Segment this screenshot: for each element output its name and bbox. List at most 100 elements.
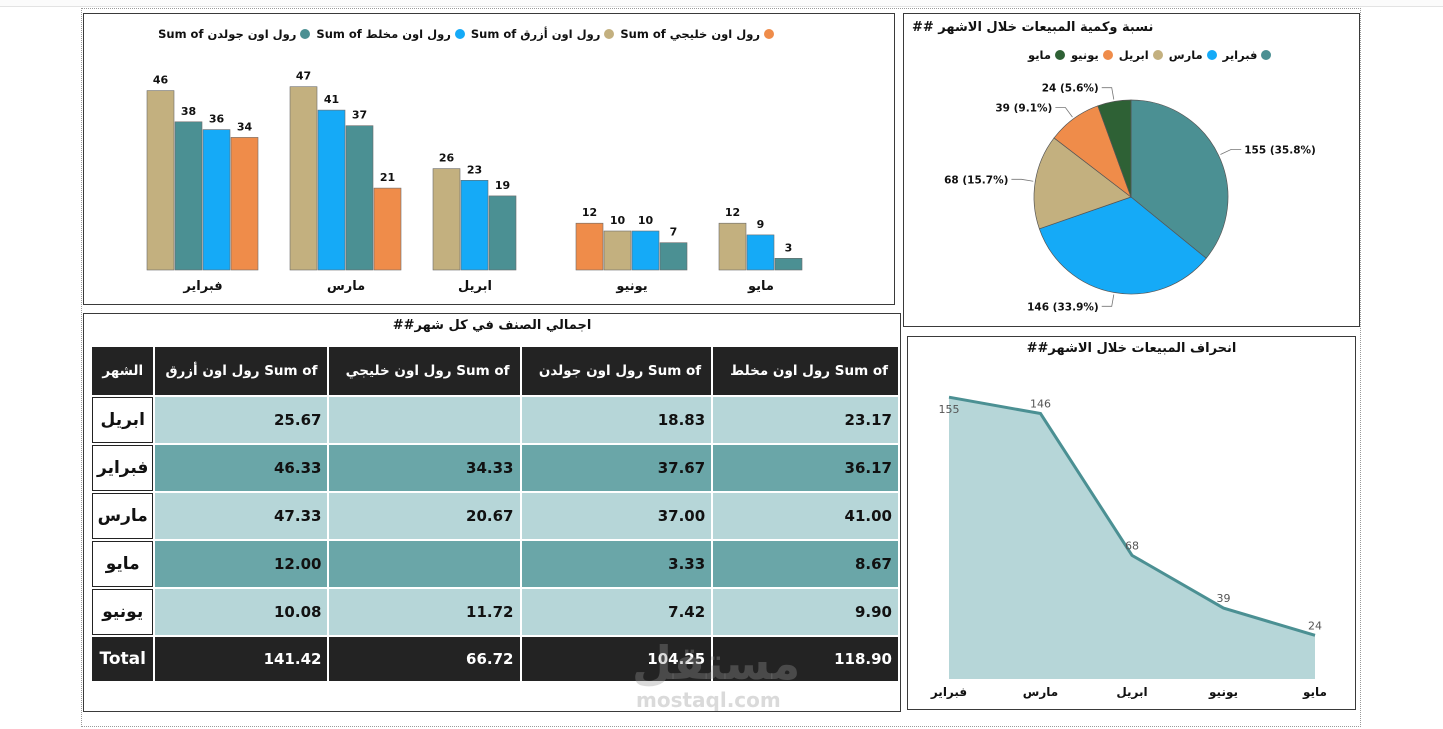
bar	[289, 86, 318, 271]
legend-label: مايو	[1028, 48, 1051, 62]
table-cell: 41.00	[713, 493, 898, 539]
table-row[interactable]: فبراير 46.33 34.33 37.67 36.17	[92, 445, 898, 491]
data-label: 46	[153, 74, 169, 87]
pie-chart-panel[interactable]: نسبة وكمية المبيعات خلال الاشهر ## فبراي…	[903, 13, 1360, 327]
area-line	[948, 395, 1316, 637]
legend-item-jun[interactable]: يونيو	[1071, 48, 1113, 62]
category-label: مارس	[1023, 685, 1058, 699]
table-row[interactable]: يونيو 10.08 11.72 7.42 9.90	[92, 589, 898, 635]
table-cell: 3.33	[521, 541, 712, 587]
column-header-month[interactable]: الشهر	[92, 347, 154, 395]
table-cell: 7.42	[521, 589, 712, 635]
report-canvas: Sum of رول اون خليجي Sum of رول اون أزرق…	[81, 8, 1361, 727]
row-header-month: فبراير	[92, 445, 154, 491]
legend-dot	[1206, 50, 1217, 60]
column-header-khaleeji[interactable]: Sum of رول اون خليجي	[329, 347, 520, 395]
legend-dot	[454, 29, 465, 39]
legend-item-apr[interactable]: ابريل	[1119, 48, 1163, 62]
data-label: 68	[1125, 539, 1139, 552]
legend-label: Sum of رول اون جولدن	[158, 27, 297, 41]
table-cell: 46.33	[155, 445, 328, 491]
table-row[interactable]: ابريل 25.67 18.83 23.17	[92, 397, 898, 443]
legend-item-azraq[interactable]: Sum of رول اون أزرق	[471, 27, 615, 41]
pie-slice	[1130, 99, 1229, 259]
category-label: مارس	[327, 279, 365, 294]
column-header-mukhallat[interactable]: Sum of رول اون مخلط	[713, 347, 898, 395]
legend-item-mar[interactable]: مارس	[1169, 48, 1217, 62]
data-label: 26	[439, 152, 455, 165]
leader-line	[1055, 107, 1073, 118]
bar	[174, 121, 203, 271]
category-label: مايو	[747, 279, 774, 294]
data-label: 9	[757, 218, 765, 231]
table-cell: 11.72	[329, 589, 520, 635]
total-row: Total 141.42 66.72 104.25 118.90	[92, 637, 898, 681]
legend-dot	[300, 29, 311, 39]
data-label: 12	[725, 206, 740, 219]
pie-slice	[1038, 196, 1207, 295]
bar	[230, 137, 259, 271]
leader-line	[1101, 294, 1115, 307]
legend-item-feb[interactable]: فبراير	[1223, 48, 1272, 62]
bar	[202, 129, 231, 271]
category-label: ابريل	[458, 279, 492, 294]
legend-item-may[interactable]: مايو	[1028, 48, 1065, 62]
table-cell: 12.00	[155, 541, 328, 587]
pie-chart-title: نسبة وكمية المبيعات خلال الاشهر ##	[912, 20, 1154, 35]
category-label: مايو	[1302, 685, 1327, 700]
matrix-table-panel[interactable]: اجمالي الصنف في كل شهر## الشهر Sum of رو…	[83, 313, 901, 712]
data-label: 47	[296, 70, 311, 83]
bar	[146, 90, 175, 271]
legend-label: فبراير	[1222, 48, 1258, 62]
data-label: 19	[495, 179, 510, 192]
table-cell: 36.17	[713, 445, 898, 491]
legend-label: مارس	[1168, 48, 1203, 62]
table-cell: 25.67	[155, 397, 328, 443]
watermark-site: mostaql.com	[636, 688, 781, 712]
pie-slice	[1033, 137, 1132, 230]
legend-label: Sum of رول اون مخلط	[316, 27, 451, 41]
bar	[373, 187, 402, 271]
table-cell	[329, 397, 520, 443]
legend-item-khaleeji[interactable]: Sum of رول اون خليجي	[620, 27, 774, 41]
legend-dot	[1102, 50, 1113, 60]
bar	[746, 234, 775, 271]
area-chart-panel[interactable]: انحراف المبيعات خلال الاشهر## 155 فبراير 1…	[907, 336, 1356, 710]
column-header-azraq[interactable]: Sum of رول اون أزرق	[155, 347, 328, 395]
slice-label: 24 (5.6%)	[1042, 83, 1099, 95]
table-row[interactable]: مايو 12.00 3.33 8.67	[92, 541, 898, 587]
leader-line	[1220, 148, 1242, 155]
total-cell: 118.90	[713, 637, 898, 681]
bar	[460, 180, 489, 271]
legend-item-golden[interactable]: Sum of رول اون جولدن	[158, 27, 311, 41]
table-cell: 8.67	[713, 541, 898, 587]
bar	[718, 222, 747, 271]
legend-dot	[1261, 50, 1272, 60]
data-label: 12	[582, 206, 597, 219]
column-header-golden[interactable]: Sum of رول اون جولدن	[521, 347, 712, 395]
bar-chart-legend: Sum of رول اون خليجي Sum of رول اون أزرق…	[152, 27, 774, 41]
bar	[345, 125, 374, 271]
legend-dot	[604, 29, 615, 39]
slice-label: 155 (35.8%)	[1244, 144, 1316, 156]
bar	[774, 258, 803, 271]
pie-chart-svg: 155 (35.8%) 146 (33.9%) 68 (15.7%) 39 (9.1%…	[944, 83, 1316, 314]
top-toolbar-strip	[0, 0, 1443, 7]
bar	[488, 195, 517, 271]
table-cell: 20.67	[329, 493, 520, 539]
category-label: فبراير	[930, 685, 967, 699]
legend-item-mukhallat[interactable]: Sum of رول اون مخلط	[316, 27, 465, 41]
table-row[interactable]: مارس 47.33 20.67 37.00 41.00	[92, 493, 898, 539]
clustered-bar-chart-panel[interactable]: Sum of رول اون خليجي Sum of رول اون أزرق…	[83, 13, 895, 305]
data-label: 10	[610, 214, 626, 227]
legend-label: Sum of رول اون خليجي	[620, 27, 760, 41]
area-fill	[949, 397, 1315, 679]
data-label: 37	[352, 109, 367, 122]
bar	[631, 230, 660, 271]
data-label: 24	[1308, 619, 1322, 632]
data-label: 38	[181, 105, 196, 118]
bar	[317, 109, 346, 271]
total-cell: 141.42	[155, 637, 328, 681]
category-label: ابريل	[1116, 685, 1147, 699]
total-label: Total	[92, 637, 154, 681]
